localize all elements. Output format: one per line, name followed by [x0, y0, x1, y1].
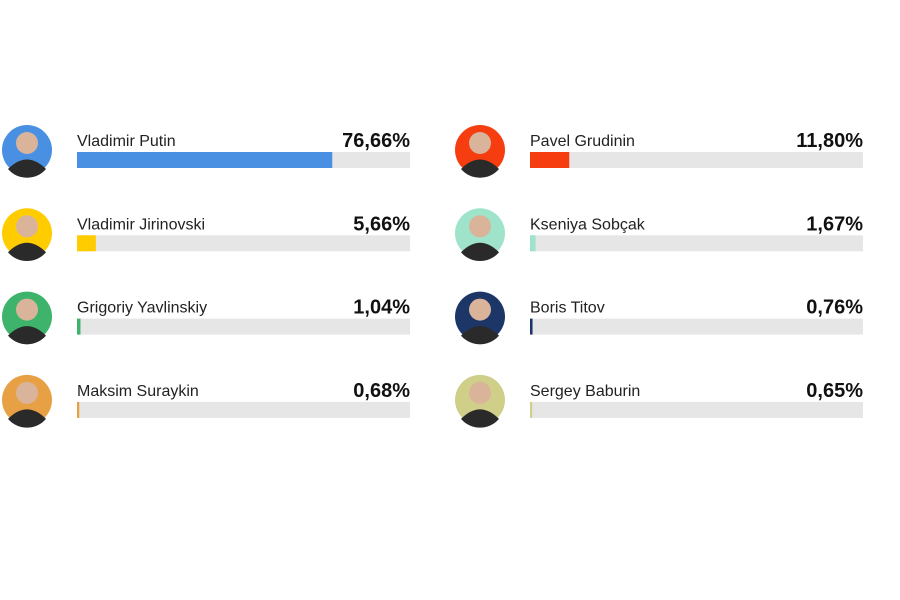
bar-track — [530, 318, 863, 335]
bar — [530, 401, 533, 418]
bar — [77, 152, 333, 168]
bar-track — [530, 152, 863, 168]
value-label: 5,66% — [353, 213, 410, 235]
avatar — [2, 291, 52, 345]
avatar-body — [8, 409, 46, 428]
avatar — [455, 291, 505, 345]
avatar — [455, 125, 505, 178]
bar — [530, 152, 570, 168]
bar-track — [77, 235, 410, 252]
avatar-body — [461, 409, 499, 428]
bar-track — [530, 235, 863, 252]
avatar-face — [469, 381, 491, 404]
bar — [77, 318, 81, 335]
value-label: 1,04% — [353, 297, 410, 319]
bar — [530, 235, 536, 252]
value-label: 76,66% — [342, 130, 410, 152]
bar-track — [530, 401, 863, 418]
avatar-face — [469, 132, 491, 154]
avatar-face — [469, 215, 491, 238]
candidate-name: Grigoriy Yavlinskiy — [77, 300, 207, 317]
candidate-name: Kseniya Sobçak — [530, 216, 646, 233]
value-label: 1,67% — [806, 213, 863, 235]
avatar-face — [16, 298, 38, 321]
bar — [77, 235, 96, 252]
candidate-name: Pavel Grudinin — [530, 133, 635, 150]
avatar-body — [461, 159, 499, 178]
candidate-name: Vladimir Jirinovski — [77, 216, 205, 233]
avatar-face — [16, 381, 38, 404]
avatar-body — [8, 159, 46, 178]
avatar-body — [461, 326, 499, 345]
candidate-name: Maksim Suraykin — [77, 383, 199, 400]
candidate-name: Vladimir Putin — [77, 133, 176, 150]
avatar-body — [8, 326, 46, 345]
avatar — [2, 125, 52, 178]
avatar-face — [16, 132, 38, 154]
avatar — [2, 208, 52, 262]
bar-track — [77, 401, 410, 418]
value-label: 0,68% — [353, 380, 410, 402]
candidate-name: Boris Titov — [530, 300, 605, 317]
avatar — [455, 208, 505, 262]
bar — [530, 318, 533, 335]
avatar-body — [461, 242, 499, 262]
avatar — [2, 374, 52, 428]
candidate-name: Sergey Baburin — [530, 383, 640, 400]
bar-track — [77, 318, 410, 335]
value-label: 11,80% — [796, 130, 863, 152]
avatar-face — [469, 298, 491, 321]
value-label: 0,76% — [806, 297, 863, 319]
avatar-face — [16, 215, 38, 238]
avatar — [455, 374, 505, 428]
value-label: 0,65% — [806, 380, 863, 402]
avatar-body — [8, 242, 46, 262]
bar — [77, 401, 80, 418]
